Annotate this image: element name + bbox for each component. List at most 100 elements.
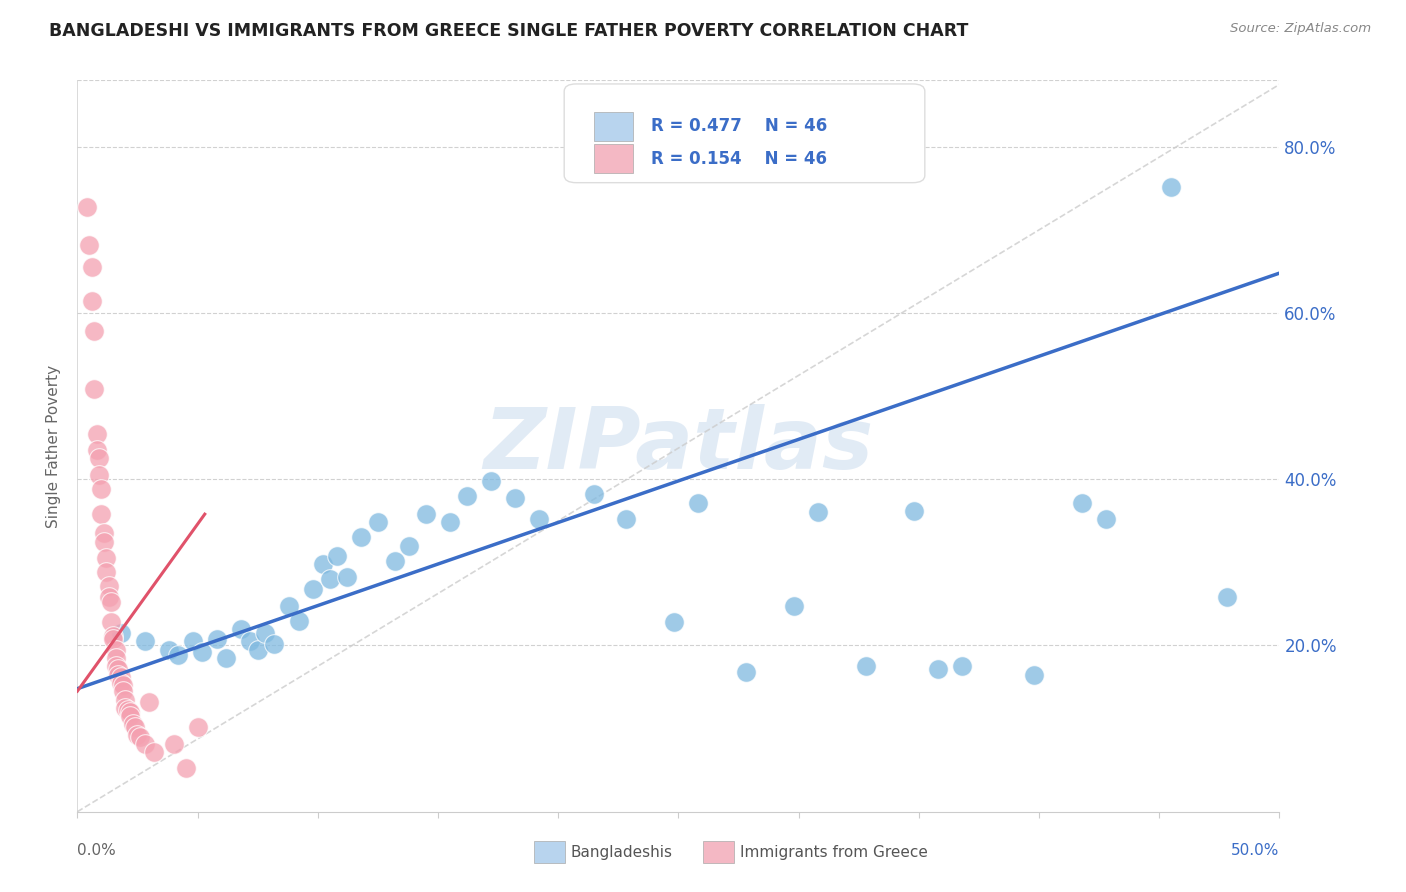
Point bbox=[927, 662, 949, 676]
Point bbox=[479, 474, 502, 488]
Point bbox=[76, 200, 98, 214]
Text: 50.0%: 50.0% bbox=[1232, 843, 1279, 858]
Point bbox=[167, 648, 190, 663]
Text: Bangladeshis: Bangladeshis bbox=[571, 846, 673, 860]
FancyBboxPatch shape bbox=[564, 84, 925, 183]
Point bbox=[367, 516, 389, 530]
Point bbox=[734, 665, 756, 679]
Point bbox=[103, 628, 125, 642]
Text: 0.0%: 0.0% bbox=[77, 843, 117, 858]
Point bbox=[120, 705, 142, 719]
Point bbox=[686, 495, 709, 509]
Point bbox=[83, 383, 105, 397]
Point bbox=[124, 720, 146, 734]
Point bbox=[181, 634, 204, 648]
Point bbox=[174, 762, 197, 776]
Point bbox=[162, 737, 184, 751]
Point bbox=[90, 507, 112, 521]
Text: BANGLADESHI VS IMMIGRANTS FROM GREECE SINGLE FATHER POVERTY CORRELATION CHART: BANGLADESHI VS IMMIGRANTS FROM GREECE SI… bbox=[49, 22, 969, 40]
Point bbox=[336, 570, 359, 584]
Point bbox=[97, 579, 120, 593]
Point bbox=[87, 451, 110, 466]
Point bbox=[246, 642, 269, 657]
FancyBboxPatch shape bbox=[595, 112, 633, 141]
FancyBboxPatch shape bbox=[595, 144, 633, 173]
Point bbox=[90, 482, 112, 496]
Point bbox=[104, 642, 127, 657]
Point bbox=[1071, 495, 1094, 509]
Point bbox=[114, 701, 136, 715]
Point bbox=[229, 622, 252, 636]
Point bbox=[80, 260, 103, 275]
Point bbox=[1160, 179, 1182, 194]
Point bbox=[253, 626, 276, 640]
Point bbox=[319, 572, 342, 586]
Point bbox=[277, 599, 299, 613]
Point bbox=[583, 487, 606, 501]
Text: ZIPatlas: ZIPatlas bbox=[484, 404, 873, 488]
Point bbox=[86, 443, 108, 458]
Point bbox=[503, 491, 526, 505]
Point bbox=[950, 659, 973, 673]
Point bbox=[114, 692, 136, 706]
Point bbox=[103, 632, 125, 646]
Point bbox=[1215, 591, 1237, 605]
Point bbox=[79, 237, 101, 252]
Point bbox=[215, 651, 238, 665]
Point bbox=[807, 506, 830, 520]
Point bbox=[96, 551, 118, 566]
Point bbox=[187, 720, 209, 734]
Point bbox=[87, 468, 110, 483]
Text: Immigrants from Greece: Immigrants from Greece bbox=[740, 846, 928, 860]
Point bbox=[326, 549, 349, 563]
Point bbox=[110, 626, 132, 640]
Text: R = 0.154    N = 46: R = 0.154 N = 46 bbox=[651, 150, 827, 168]
Point bbox=[100, 615, 122, 630]
Point bbox=[134, 634, 156, 648]
Point bbox=[120, 709, 142, 723]
Point bbox=[157, 642, 180, 657]
Point bbox=[527, 512, 550, 526]
Point bbox=[263, 637, 285, 651]
Point bbox=[111, 678, 134, 692]
Point bbox=[662, 615, 685, 630]
Point bbox=[855, 659, 877, 673]
Point bbox=[107, 667, 129, 681]
Point bbox=[111, 684, 134, 698]
Point bbox=[96, 566, 118, 580]
Point bbox=[104, 651, 127, 665]
Point bbox=[384, 554, 406, 568]
Point bbox=[302, 582, 325, 596]
Point bbox=[191, 645, 214, 659]
Point bbox=[83, 324, 105, 338]
Point bbox=[350, 530, 373, 544]
Text: Source: ZipAtlas.com: Source: ZipAtlas.com bbox=[1230, 22, 1371, 36]
Point bbox=[93, 534, 115, 549]
Point bbox=[439, 516, 461, 530]
Y-axis label: Single Father Poverty: Single Father Poverty bbox=[46, 365, 62, 527]
Point bbox=[205, 632, 228, 646]
Point bbox=[398, 539, 420, 553]
Point bbox=[86, 426, 108, 441]
Point bbox=[138, 695, 160, 709]
Point bbox=[415, 507, 437, 521]
Point bbox=[104, 659, 127, 673]
Point bbox=[93, 526, 115, 541]
Point bbox=[80, 293, 103, 308]
Point bbox=[97, 591, 120, 605]
Point bbox=[239, 634, 262, 648]
Point bbox=[128, 730, 150, 744]
Point bbox=[110, 676, 132, 690]
Point bbox=[311, 557, 333, 571]
Point bbox=[783, 599, 806, 613]
Point bbox=[107, 662, 129, 676]
Point bbox=[134, 737, 156, 751]
Point bbox=[110, 670, 132, 684]
Point bbox=[117, 703, 139, 717]
Text: R = 0.477    N = 46: R = 0.477 N = 46 bbox=[651, 118, 827, 136]
Point bbox=[143, 745, 166, 759]
Point bbox=[121, 717, 143, 731]
Point bbox=[127, 728, 149, 742]
Point bbox=[456, 489, 478, 503]
Point bbox=[287, 614, 309, 628]
